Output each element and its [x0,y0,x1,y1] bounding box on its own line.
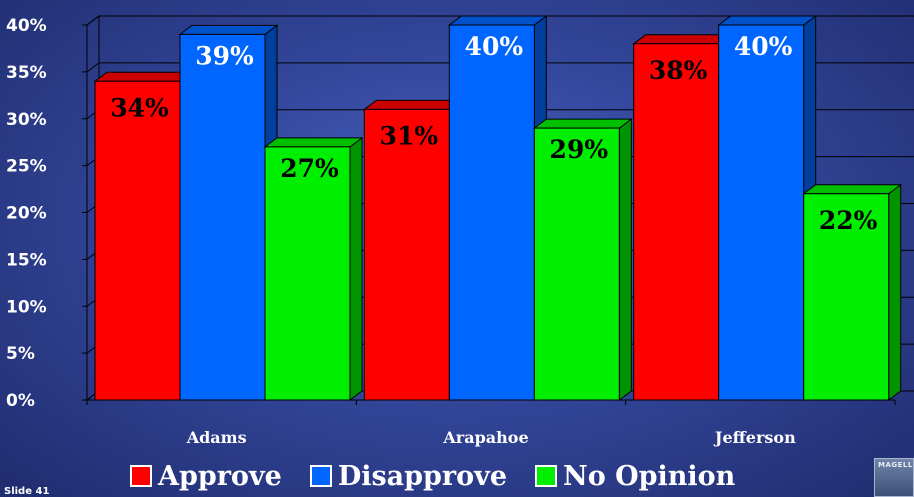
data-label-disapprove-jefferson: 40% [734,32,793,61]
bar-approve-adams [95,81,180,400]
bar-top-arapahoe-1 [449,16,546,25]
data-label-no-opinion-adams: 27% [280,154,339,183]
y-tick-label: 5% [6,344,35,364]
legend-item-no-opinion: No Opinion [535,461,735,492]
bar-approve-jefferson [634,44,719,400]
gridline-side [87,63,99,72]
bar-top-arapahoe-0 [364,100,461,109]
data-label-approve-arapahoe: 31% [380,121,439,150]
bar-top-adams-0 [95,72,192,81]
y-tick-label: 40% [6,16,47,36]
y-tick-label: 10% [6,297,47,317]
data-label-approve-adams: 34% [110,93,169,122]
bar-side-arapahoe-2 [619,119,631,400]
bar-disapprove-arapahoe [449,25,534,400]
data-label-disapprove-adams: 39% [195,41,254,70]
bar-no-opinion-adams [265,147,350,400]
legend-label-no-opinion: No Opinion [563,461,735,492]
bar-disapprove-adams [180,34,265,400]
gridline-side [87,16,99,25]
legend-swatch-disapprove [310,465,332,487]
legend-item-disapprove: Disapprove [310,461,507,492]
slide-number: Slide 41 [4,486,49,497]
bar-approve-arapahoe [364,109,449,400]
y-tick-label: 20% [6,204,47,224]
bar-no-opinion-arapahoe [534,128,619,400]
chart-legend: Approve Disapprove No Opinion [130,458,850,494]
legend-swatch-no-opinion [535,465,557,487]
legend-item-approve: Approve [130,461,282,492]
data-label-approve-jefferson: 38% [649,56,708,85]
bar-top-arapahoe-2 [534,119,631,128]
y-tick-label: 0% [6,391,35,411]
y-tick-label: 15% [6,250,47,270]
data-label-disapprove-arapahoe: 40% [465,32,524,61]
bar-side-adams-2 [350,138,362,400]
data-label-no-opinion-jefferson: 22% [819,206,878,235]
bar-top-jefferson-0 [634,35,731,44]
category-label-arapahoe: Arapahoe [442,428,528,447]
company-logo: MAGELL [874,458,914,497]
data-label-no-opinion-arapahoe: 29% [550,135,609,164]
bar-top-jefferson-2 [804,185,901,194]
legend-label-approve: Approve [158,461,282,492]
logo-text: MAGELL [875,459,913,469]
bar-disapprove-jefferson [719,25,804,400]
legend-swatch-approve [130,465,152,487]
y-tick-label: 35% [6,63,47,83]
bar-side-jefferson-2 [889,185,901,400]
legend-label-disapprove: Disapprove [338,461,507,492]
bar-top-jefferson-1 [719,16,816,25]
bar-top-adams-2 [265,138,362,147]
bar-top-adams-1 [180,25,277,34]
y-tick-label: 25% [6,157,47,177]
category-label-jefferson: Jefferson [713,428,796,447]
y-tick-label: 30% [6,110,47,130]
category-label-adams: Adams [186,428,247,447]
